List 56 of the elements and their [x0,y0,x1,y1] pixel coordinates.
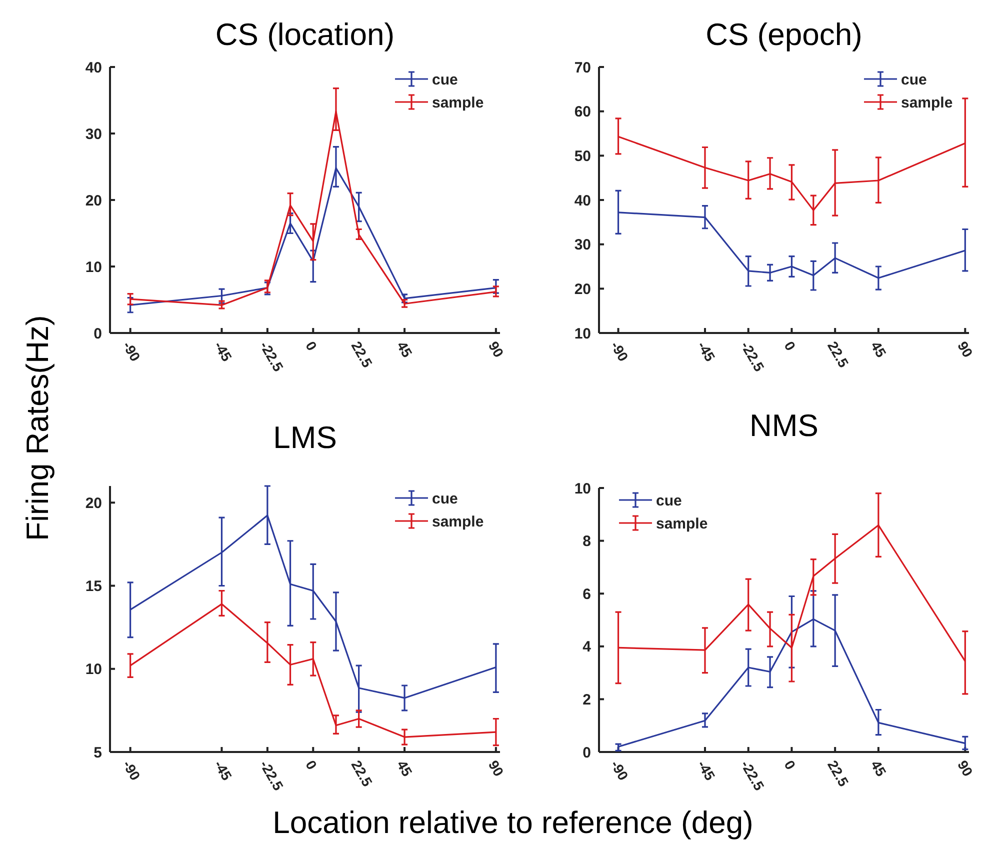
x-tick-label: -90 [608,338,632,364]
x-tick-label: 90 [954,758,976,780]
y-tick-label: 4 [582,638,592,656]
chart-title: CS (location) [215,17,395,52]
x-tick-label: -90 [120,338,144,364]
x-tick-label: 90 [485,338,508,360]
y-tick-label: 60 [574,104,591,121]
legend-label: cue [901,71,927,88]
y-axis-title: Firing Rates(Hz) [20,315,55,541]
y-tick-label: 20 [85,494,102,512]
x-tick-label: 0 [781,338,799,354]
y-tick-label: 10 [85,661,102,678]
chart-title: NMS [750,408,818,443]
x-tick-label: 45 [394,758,416,780]
y-tick-label: 40 [574,192,591,210]
x-tick-label: 90 [954,338,976,360]
legend-label: cue [432,490,458,508]
x-tick-label: -90 [120,758,144,784]
chart-title: CS (epoch) [706,17,862,52]
y-tick-label: 6 [582,586,591,603]
x-tick-label: 0 [302,758,320,772]
y-tick-label: 10 [574,480,591,498]
y-tick-label: 70 [574,59,591,76]
legend-label: sample [656,515,708,532]
y-tick-label: 50 [574,148,591,165]
x-tick-label: -90 [608,758,632,784]
y-tick-label: 20 [574,280,591,298]
legend-label: sample [901,94,953,112]
x-tick-label: -45 [211,338,236,364]
legend-label: sample [432,94,484,112]
x-tick-label: -45 [694,338,718,364]
y-tick-label: 10 [85,258,102,276]
y-tick-label: 0 [94,325,102,342]
y-tick-label: 2 [582,691,591,708]
legend-label: sample [432,513,484,530]
x-tick-label: 45 [868,758,890,780]
chart-title: LMS [273,420,337,455]
y-tick-label: 0 [582,744,591,762]
x-tick-label: 0 [781,758,799,772]
x-tick-label: 0 [302,338,320,354]
y-tick-label: 30 [574,236,591,254]
x-axis-title: Location relative to reference (deg) [272,805,754,840]
y-tick-label: 40 [85,59,102,76]
x-tick-label: 45 [868,338,890,360]
y-tick-label: 30 [85,126,102,143]
y-tick-label: 5 [94,744,102,762]
y-tick-label: 10 [574,325,591,342]
x-tick-label: -45 [694,758,718,784]
x-tick-label: 45 [394,338,416,360]
x-tick-label: -45 [211,758,236,784]
y-tick-label: 20 [85,192,102,210]
legend-label: cue [656,492,682,510]
x-tick-label: 90 [485,758,508,780]
y-tick-label: 15 [85,578,102,595]
y-tick-label: 8 [582,533,591,550]
legend-label: cue [432,71,458,88]
